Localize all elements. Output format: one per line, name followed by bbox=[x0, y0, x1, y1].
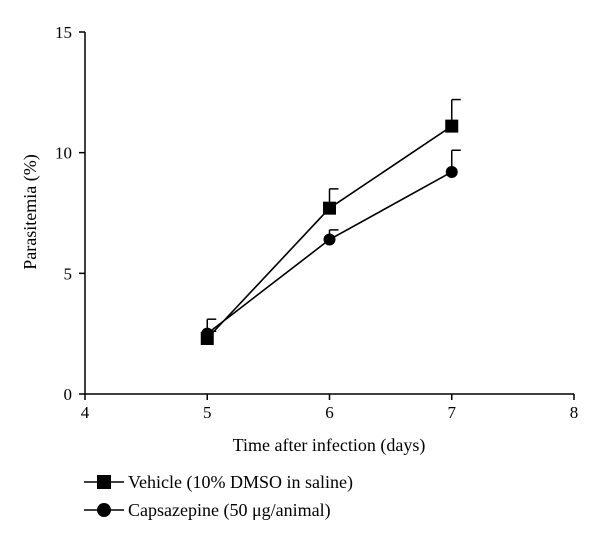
y-axis-title: Parasitemia (%) bbox=[20, 154, 41, 269]
x-tick-label: 8 bbox=[570, 403, 579, 422]
x-tick-label: 5 bbox=[203, 403, 212, 422]
circle-marker-icon bbox=[84, 503, 124, 517]
y-tick-label: 15 bbox=[55, 23, 72, 42]
legend: Vehicle (10% DMSO in saline) Capsazepine… bbox=[84, 468, 353, 524]
data-point-circle bbox=[323, 233, 336, 246]
y-tick-label: 0 bbox=[64, 385, 73, 404]
x-tick-label: 4 bbox=[81, 403, 90, 422]
legend-item-vehicle: Vehicle (10% DMSO in saline) bbox=[84, 468, 353, 496]
legend-label-vehicle: Vehicle (10% DMSO in saline) bbox=[128, 471, 353, 492]
y-axis-ticks: 0 5 10 15 bbox=[55, 23, 85, 404]
x-axis-title: Time after infection (days) bbox=[233, 435, 426, 456]
x-tick-label: 6 bbox=[325, 403, 334, 422]
data-point-circle bbox=[201, 327, 214, 340]
x-axis-ticks: 4 5 6 7 8 bbox=[81, 394, 579, 422]
legend-label-capsazepine: Capsazepine (50 μg/animal) bbox=[128, 499, 331, 520]
y-tick-label: 10 bbox=[55, 144, 72, 163]
series-capsazepine bbox=[201, 149, 461, 340]
square-marker-icon bbox=[84, 475, 124, 489]
x-tick-label: 7 bbox=[448, 403, 457, 422]
data-point-circle bbox=[445, 165, 458, 178]
legend-item-capsazepine: Capsazepine (50 μg/animal) bbox=[84, 496, 353, 524]
y-tick-label: 5 bbox=[64, 264, 73, 283]
data-point-square bbox=[445, 119, 459, 133]
series-layer bbox=[200, 98, 461, 345]
data-point-square bbox=[323, 201, 336, 215]
